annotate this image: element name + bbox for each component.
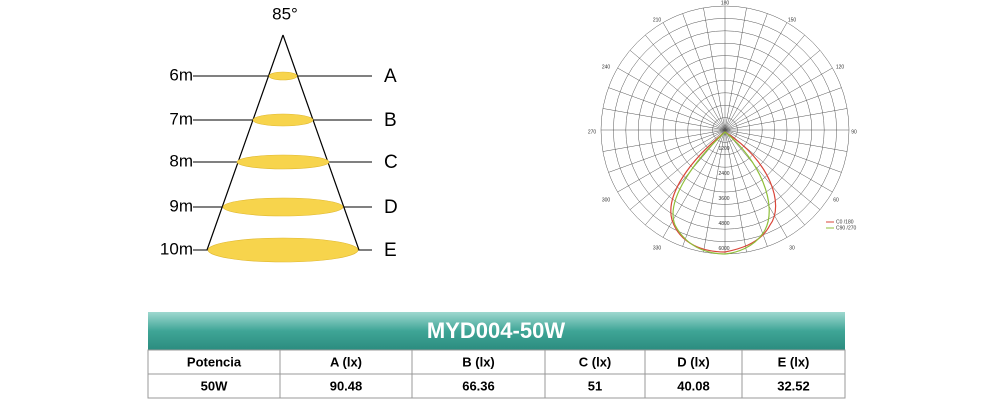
column-header: A (lx): [330, 354, 362, 369]
distance-label: 9m: [169, 196, 193, 215]
angle-label: 330: [653, 245, 662, 251]
column-header: E (lx): [778, 354, 810, 369]
table-cell: 50W: [201, 378, 228, 393]
polar-spoke: [662, 22, 726, 131]
beam-angle: 85°: [272, 4, 298, 23]
column-header: B (lx): [462, 354, 495, 369]
curve-c90: [672, 131, 770, 255]
radial-label: 2400: [718, 171, 729, 177]
zone-label: D: [384, 197, 398, 218]
radial-label: 4800: [718, 221, 729, 227]
legend-label: C90 /270: [836, 226, 857, 232]
polar-diagram: 180 210 150 240 120 270 90 300 60 330 30 1200 2400 36…: [588, 0, 857, 255]
polar-spoke: [703, 7, 726, 131]
zone-label: C: [384, 152, 398, 173]
legend-label: C0 /180: [836, 220, 854, 226]
polar-spoke: [724, 129, 842, 173]
light-spot: [268, 71, 298, 81]
polar-spoke: [724, 108, 848, 131]
polar-spoke: [617, 129, 726, 193]
data-table: MYD004-50W Potencia 50W A (lx) 90.48 B (lx) 6…: [147, 312, 846, 399]
light-spot: [207, 237, 359, 263]
distance-label: 10m: [160, 239, 193, 258]
angle-label: 300: [602, 197, 611, 203]
table-cell: 66.36: [462, 378, 495, 393]
polar-spoke: [703, 129, 726, 253]
polar-spoke: [608, 129, 726, 173]
light-spot: [222, 197, 344, 217]
curve-c0: [670, 131, 777, 253]
zone-label: A: [384, 66, 397, 87]
polar-spoke: [724, 34, 805, 131]
polar-spoke: [724, 22, 788, 131]
polar-spoke: [608, 87, 726, 131]
distance-label: 7m: [169, 109, 193, 128]
table-cell: 32.52: [777, 378, 810, 393]
angle-label: 270: [588, 129, 597, 135]
polar-spoke: [682, 13, 726, 131]
zone-label: B: [384, 110, 397, 131]
radial-label: 6000: [718, 246, 729, 252]
light-spot: [236, 154, 330, 170]
polar-spoke: [602, 129, 726, 152]
polar-spoke: [617, 67, 726, 131]
table-header: [148, 312, 845, 350]
angle-label: 30: [789, 245, 795, 251]
zone-label: E: [384, 240, 397, 261]
polar-spoke: [645, 34, 726, 131]
light-spot: [252, 113, 314, 127]
polar-spoke: [724, 129, 805, 226]
angle-label: 90: [851, 129, 857, 135]
polar-spoke: [724, 129, 747, 253]
polar-spoke: [724, 13, 768, 131]
beam-cone: 85° 6m A 7m B 8m C 9m D 10m E: [160, 4, 398, 263]
polar-spoke: [724, 7, 747, 131]
polar-spoke: [682, 129, 726, 247]
table-title: MYD004-50W: [427, 318, 565, 343]
table-cell: 51: [588, 378, 602, 393]
angle-label: 120: [836, 64, 845, 70]
cone-edge: [282, 34, 360, 251]
angle-label: 150: [788, 17, 797, 23]
radial-label: 1200: [718, 146, 729, 152]
polar-spoke: [724, 67, 833, 131]
polar-spoke: [629, 50, 726, 131]
polar-spoke: [724, 129, 848, 152]
polar-spoke: [724, 129, 833, 193]
column-header: D (lx): [677, 354, 710, 369]
table-cell: 40.08: [677, 378, 710, 393]
polar-spoke: [629, 129, 726, 210]
radial-label: 3600: [718, 196, 729, 202]
distance-label: 8m: [169, 151, 193, 170]
angle-label: 60: [833, 197, 839, 203]
distance-label: 6m: [169, 65, 193, 84]
polar-spoke: [602, 108, 726, 131]
polar-spoke: [724, 50, 821, 131]
column-header: Potencia: [187, 354, 242, 369]
angle-label: 180: [721, 0, 730, 6]
polar-spoke: [724, 87, 842, 131]
polar-spoke: [724, 129, 788, 238]
angle-label: 210: [653, 17, 662, 23]
polar-spoke: [724, 129, 768, 247]
cone-edge: [206, 34, 284, 251]
column-header: C (lx): [579, 354, 612, 369]
angle-label: 240: [602, 64, 611, 70]
table-cell: 90.48: [330, 378, 363, 393]
